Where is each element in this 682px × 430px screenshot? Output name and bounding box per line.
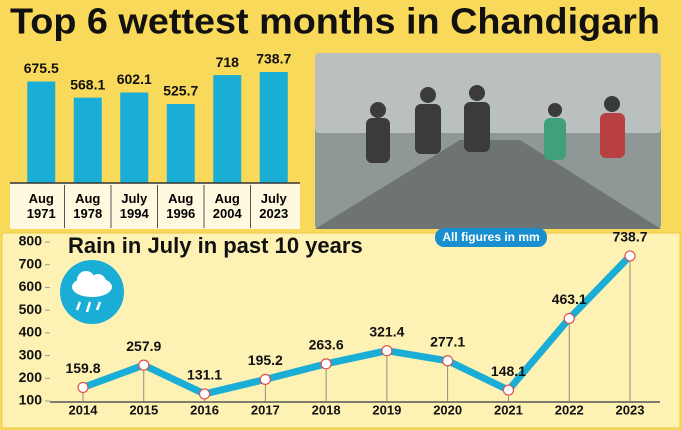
bar: [259, 72, 288, 183]
y-tick-label: 700: [19, 255, 43, 271]
x-tick-label: 2014: [69, 402, 99, 417]
x-tick-label: Aug 1996: [166, 191, 196, 221]
point: [624, 250, 636, 262]
x-tick-label: July 1994: [119, 191, 149, 221]
x-tick-label: 2015: [129, 402, 158, 417]
y-tick-label: 800: [19, 233, 43, 249]
value-label: 148.1: [491, 363, 526, 379]
x-tick-label: 2016: [190, 402, 219, 417]
x-tick-label: 2019: [372, 402, 401, 417]
y-tick-label: 200: [19, 369, 43, 385]
value-label: 263.6: [309, 337, 344, 353]
point: [442, 355, 454, 367]
value-label: 463.1: [552, 291, 587, 307]
label-strip: [10, 183, 300, 229]
bar: [73, 97, 102, 183]
value-label: 277.1: [430, 333, 465, 349]
x-tick-label: 2018: [312, 402, 341, 417]
rain-icon: [60, 260, 124, 324]
y-tick-label: 300: [19, 346, 43, 362]
line-title: Rain in July in past 10 years: [68, 233, 363, 258]
point: [381, 345, 393, 357]
point: [502, 384, 515, 396]
value-label: 321.4: [369, 323, 404, 339]
x-tick-label: 2021: [494, 402, 523, 417]
x-tick-label: 2022: [555, 402, 584, 417]
point: [198, 388, 211, 400]
x-tick-label: 2017: [251, 402, 280, 417]
bar: [120, 92, 149, 183]
x-tick-label: 2020: [433, 402, 462, 417]
y-tick-label: 600: [19, 278, 43, 294]
y-tick-label: 100: [19, 392, 43, 408]
point: [563, 312, 575, 325]
point: [320, 358, 332, 370]
x-tick-label: Aug 1978: [73, 191, 103, 221]
x-tick-label: July 2023: [259, 191, 289, 221]
bar: [213, 75, 242, 183]
value-label: 738.7: [612, 229, 647, 245]
line-panel: [1, 232, 681, 429]
value-label: 602.1: [117, 71, 152, 87]
bar: [27, 81, 56, 183]
x-tick-label: Aug 2004: [212, 191, 242, 221]
page-title: Top 6 wettest months in Chandigarh: [10, 1, 660, 42]
x-tick-label: Aug 1971: [26, 191, 56, 221]
value-label: 131.1: [187, 367, 222, 383]
value-label: 738.7: [256, 51, 291, 67]
y-tick-label: 400: [19, 324, 43, 340]
y-tick-label: 500: [19, 301, 43, 317]
x-tick-label: 2023: [616, 402, 645, 417]
note: All figures in mm: [442, 230, 539, 244]
point: [259, 373, 271, 385]
value-label: 675.5: [24, 60, 59, 76]
point: [77, 381, 89, 394]
value-label: 159.8: [65, 360, 100, 376]
value-label: 568.1: [70, 76, 105, 92]
note-badge: [435, 228, 547, 247]
value-label: 525.7: [163, 83, 198, 99]
value-label: 718: [216, 54, 240, 70]
point: [138, 359, 150, 371]
line: [81, 253, 633, 398]
photo: [315, 53, 661, 229]
value-label: 195.2: [248, 352, 283, 368]
value-label: 257.9: [126, 338, 161, 354]
bar: [166, 104, 195, 183]
